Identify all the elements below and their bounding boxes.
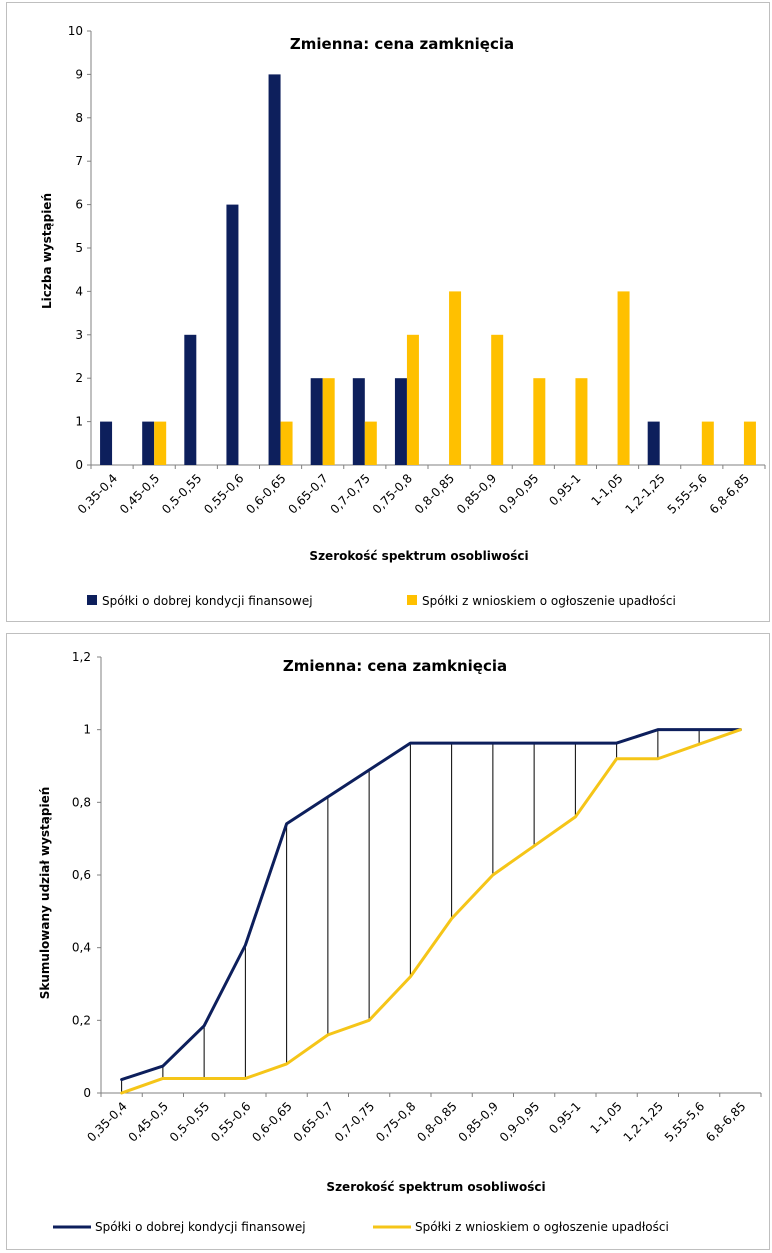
bar-healthy-13 <box>647 421 660 465</box>
x-tick-label: 6,8-6,85 <box>703 1099 748 1144</box>
x-tick-label: 0,55-0,6 <box>201 471 246 516</box>
y-tick-label: 0,8 <box>72 795 91 809</box>
y-tick-label: 5 <box>75 241 83 255</box>
y-tick-label: 9 <box>75 67 83 81</box>
y-tick-label: 2 <box>75 371 83 385</box>
x-tick-label: 0,75-0,8 <box>373 1099 418 1144</box>
bar-bankrupt-6 <box>364 421 377 465</box>
x-tick-label: 0,55-0,6 <box>208 1099 253 1144</box>
chart-title: Zmienna: cena zamknięcia <box>290 35 514 53</box>
y-tick-label: 7 <box>75 154 83 168</box>
x-tick-label: 0,35-0,4 <box>75 471 120 516</box>
x-tick-label: 0,45-0,5 <box>126 1099 171 1144</box>
x-tick-label: 1-1,05 <box>587 1099 624 1136</box>
x-tick-label: 6,8-6,85 <box>707 471 752 516</box>
x-axis-title: Szerokość spektrum osobliwości <box>309 549 528 563</box>
x-tick-label: 0,7-0,75 <box>328 471 373 516</box>
y-tick-label: 3 <box>75 328 83 342</box>
x-tick-label: 0,9-0,95 <box>496 471 541 516</box>
legend-label-1: Spółki z wnioskiem o ogłoszenie upadłośc… <box>422 594 676 608</box>
y-tick-label: 0 <box>75 458 83 472</box>
x-tick-label: 0,75-0,8 <box>370 471 415 516</box>
series-line-healthy <box>120 728 742 1082</box>
y-tick-label: 1 <box>83 723 91 737</box>
y-tick-label: 1 <box>75 415 83 429</box>
y-tick-label: 0,4 <box>72 941 91 955</box>
x-tick-label: 0,9-0,95 <box>497 1099 542 1144</box>
x-tick-label: 0,5-0,55 <box>167 1099 212 1144</box>
x-tick-label: 0,85-0,9 <box>454 471 499 516</box>
x-tick-label: 5,55-5,6 <box>665 471 710 516</box>
y-tick-label: 4 <box>75 284 83 298</box>
y-tick-label: 0 <box>83 1086 91 1100</box>
series-line-bankrupt <box>120 728 742 1095</box>
x-tick-label: 0,7-0,75 <box>332 1099 377 1144</box>
bar-bankrupt-15 <box>743 421 756 465</box>
bar-bankrupt-5 <box>322 378 335 465</box>
bar-bankrupt-14 <box>701 421 714 465</box>
bar-bankrupt-12 <box>617 291 630 465</box>
y-axis-title: Liczba wystąpień <box>40 193 54 309</box>
x-tick-label: 0,95-1 <box>546 1099 583 1136</box>
x-tick-label: 0,45-0,5 <box>117 471 162 516</box>
legend-label-0: Spółki o dobrej kondycji finansowej <box>102 594 313 608</box>
y-tick-label: 6 <box>75 198 83 212</box>
x-tick-label: 0,5-0,55 <box>159 471 204 516</box>
y-tick-label: 10 <box>68 24 83 38</box>
bar-bankrupt-7 <box>406 334 419 465</box>
bar-healthy-6 <box>352 378 365 465</box>
y-tick-label: 0,2 <box>72 1013 91 1027</box>
bar-bankrupt-4 <box>280 421 293 465</box>
x-tick-label: 0,35-0,4 <box>84 1099 129 1144</box>
x-tick-label: 0,85-0,9 <box>456 1099 501 1144</box>
y-axis-title: Skumulowany udział wystąpień <box>38 787 52 1000</box>
x-tick-label: 0,8-0,85 <box>414 1099 459 1144</box>
line-chart-panel: Zmienna: cena zamknięcia Skumulowany udz… <box>6 633 770 1250</box>
bar-healthy-0 <box>100 421 113 465</box>
chart-title: Zmienna: cena zamknięcia <box>283 657 507 675</box>
bar-healthy-5 <box>310 378 323 465</box>
x-tick-label: 5,55-5,6 <box>662 1099 707 1144</box>
x-axis-title: Szerokość spektrum osobliwości <box>326 1180 545 1194</box>
bar-healthy-2 <box>184 334 197 465</box>
bar-healthy-3 <box>226 204 239 465</box>
bar-bankrupt-9 <box>491 334 504 465</box>
bar-chart-panel: Zmienna: cena zamknięcia Liczba wystąpie… <box>6 2 770 622</box>
bar-healthy-7 <box>394 378 407 465</box>
legend-swatch-0 <box>87 595 97 605</box>
bar-bankrupt-11 <box>575 378 588 465</box>
x-tick-label: 0,8-0,85 <box>412 471 457 516</box>
legend-swatch-1 <box>407 595 417 605</box>
x-tick-label: 1,2-1,25 <box>622 471 667 516</box>
x-tick-label: 0,65-0,7 <box>285 471 330 516</box>
y-tick-label: 0,6 <box>72 868 91 882</box>
y-tick-label: 1,2 <box>72 650 91 664</box>
bar-bankrupt-8 <box>449 291 462 465</box>
x-tick-label: 0,65-0,7 <box>291 1099 336 1144</box>
bar-healthy-4 <box>268 74 281 466</box>
x-tick-label: 0,6-0,65 <box>249 1099 294 1144</box>
bar-chart: Zmienna: cena zamknięcia Liczba wystąpie… <box>40 24 766 608</box>
legend-label-0: Spółki o dobrej kondycji finansowej <box>95 1220 306 1234</box>
bar-healthy-1 <box>142 421 155 465</box>
legend-label-1: Spółki z wnioskiem o ogłoszenie upadłośc… <box>415 1220 669 1234</box>
x-tick-label: 0,95-1 <box>546 471 583 508</box>
x-tick-label: 1,2-1,25 <box>621 1099 666 1144</box>
bar-bankrupt-1 <box>154 421 167 465</box>
x-tick-label: 0,6-0,65 <box>243 471 288 516</box>
bar-bankrupt-10 <box>533 378 546 465</box>
x-tick-label: 1-1,05 <box>588 471 625 508</box>
line-chart: Zmienna: cena zamknięcia Skumulowany udz… <box>38 650 762 1234</box>
y-tick-label: 8 <box>75 111 83 125</box>
